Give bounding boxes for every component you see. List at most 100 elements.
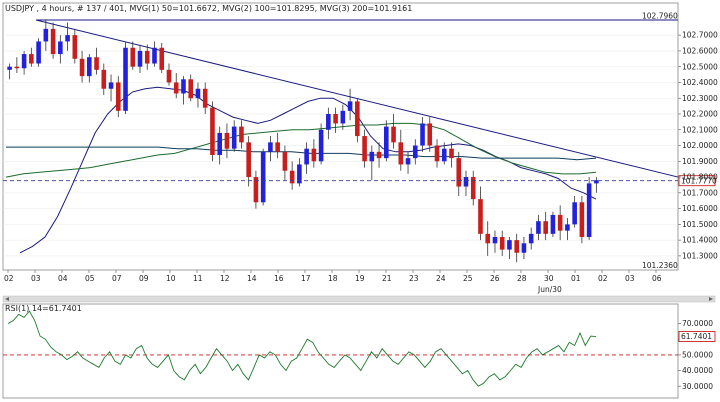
x-tick-label: 06 — [652, 274, 662, 283]
candle-body — [492, 236, 498, 244]
price-y-tick-label: 101.7000 — [682, 188, 718, 197]
rsi-y-axis: 70.000060.000050.000040.000030.000061.74… — [678, 319, 716, 391]
candle-body — [333, 113, 338, 124]
candle-body — [384, 126, 389, 159]
candle-body — [586, 183, 592, 237]
candlesticks — [7, 19, 599, 263]
rsi-title: RSI(1) 14=61.7401 — [5, 304, 82, 313]
time-x-axis: 02 03 04 05 07 09 10 11 12 14 16 17 18 19 21 23 24 25 26 28… — [4, 270, 662, 283]
rsi-series-line — [7, 310, 597, 387]
candle-body — [514, 240, 519, 253]
rsi-y-tick-label: 30.0000 — [682, 382, 713, 391]
candle-body — [463, 177, 469, 187]
candle-body — [557, 214, 563, 231]
candle-body — [405, 158, 411, 165]
candle-body — [536, 221, 541, 234]
candle-body — [326, 113, 331, 130]
candle-body — [456, 158, 462, 187]
candle-body — [72, 35, 78, 59]
price-y-tick-label: 101.9000 — [682, 157, 718, 166]
candle-body — [188, 79, 194, 99]
candle-body — [347, 101, 353, 111]
x-tick-label: 05 — [85, 274, 95, 283]
candle-body — [427, 123, 433, 146]
x-axis-sublabel: Jun/30 — [537, 285, 562, 294]
price-y-tick-label: 102.1000 — [682, 125, 718, 134]
candle-body — [101, 69, 107, 89]
scroll-right-arrow-icon[interactable] — [709, 297, 713, 301]
candle-body — [239, 126, 244, 143]
x-tick-label: 21 — [382, 274, 392, 283]
candle-body — [579, 202, 585, 237]
candle-body — [36, 41, 41, 64]
x-tick-label: 03 — [625, 274, 635, 283]
candle-body — [21, 54, 27, 69]
price-y-tick-label: 101.5000 — [682, 220, 718, 229]
x-tick-label: 30 — [544, 274, 554, 283]
candle-body — [376, 151, 382, 159]
candle-body — [144, 50, 150, 64]
ma200-line — [6, 146, 597, 161]
chart-scrollbar[interactable] — [2, 295, 716, 303]
price-y-tick-label: 101.6000 — [682, 204, 718, 213]
candle-body — [159, 47, 165, 70]
rsi-value-box — [678, 331, 716, 343]
candle-body — [289, 170, 295, 184]
candle-body — [420, 123, 425, 146]
candle-body — [297, 164, 302, 184]
price-y-tick-label: 101.4000 — [682, 236, 718, 245]
rsi-y-tick-label: 50.0000 — [682, 351, 713, 360]
candle-body — [340, 110, 346, 124]
candle-body — [123, 47, 128, 111]
candle-body — [181, 79, 186, 94]
price-plot-area — [2, 2, 679, 271]
x-tick-label: 12 — [220, 274, 230, 283]
price-y-tick-label: 102.3000 — [682, 94, 718, 103]
rsi-line — [7, 310, 597, 387]
candle-body — [391, 126, 396, 143]
x-tick-label: 25 — [463, 274, 473, 283]
candle-body — [152, 47, 157, 64]
candle-body — [130, 47, 136, 67]
candle-body — [434, 145, 440, 162]
price-y-tick-label: 102.4000 — [682, 78, 718, 87]
candle-body — [594, 180, 599, 184]
candle-body — [253, 177, 259, 203]
candle-body — [507, 240, 512, 250]
candle-body — [87, 57, 92, 77]
high-label: 102.7960 — [642, 12, 678, 21]
candle-body — [282, 151, 288, 171]
candle-body — [550, 214, 556, 234]
price-y-tick-label: 101.3000 — [682, 252, 718, 261]
x-tick-label: 17 — [301, 274, 311, 283]
low-label: 101.2360 — [642, 261, 678, 270]
candle-body — [304, 148, 309, 165]
candle-body — [449, 148, 454, 159]
x-tick-label: 18 — [328, 274, 338, 283]
candle-body — [311, 148, 317, 162]
rsi-panel: RSI(1) 14=61.7401 70.000060.000050.00004… — [2, 303, 716, 399]
x-tick-label: 03 — [31, 274, 41, 283]
x-tick-label: 10 — [166, 274, 176, 283]
candle-body — [362, 136, 367, 162]
price-y-axis: 102.7000 102.6000 102.5000 102.4000 102.3000… — [678, 31, 718, 261]
scroll-left-arrow-icon[interactable] — [5, 297, 9, 301]
candle-body — [173, 82, 179, 94]
price-y-tick-label: 102.7000 — [682, 31, 718, 40]
rsi-y-tick-label: 70.0000 — [682, 319, 713, 328]
price-y-tick-label: 102.2000 — [682, 110, 718, 119]
rsi-value-label: 61.7401 — [681, 332, 712, 341]
x-tick-label: 02 — [4, 274, 14, 283]
candle-body — [137, 50, 143, 67]
price-panel: 102.7960 101.2360 101.7770 USDJPY , 4 hour… — [2, 2, 718, 271]
candle-body — [217, 132, 222, 155]
price-y-tick-label: 102.6000 — [682, 47, 718, 56]
candle-body — [355, 101, 360, 137]
last-price-box — [678, 175, 716, 187]
x-tick-label: 16 — [274, 274, 284, 283]
price-markers: 102.7960 101.2360 101.7770 — [3, 12, 717, 270]
rsi-y-tick-label: 40.0000 — [682, 366, 713, 375]
candle-body — [195, 88, 201, 99]
candle-body — [260, 151, 266, 203]
